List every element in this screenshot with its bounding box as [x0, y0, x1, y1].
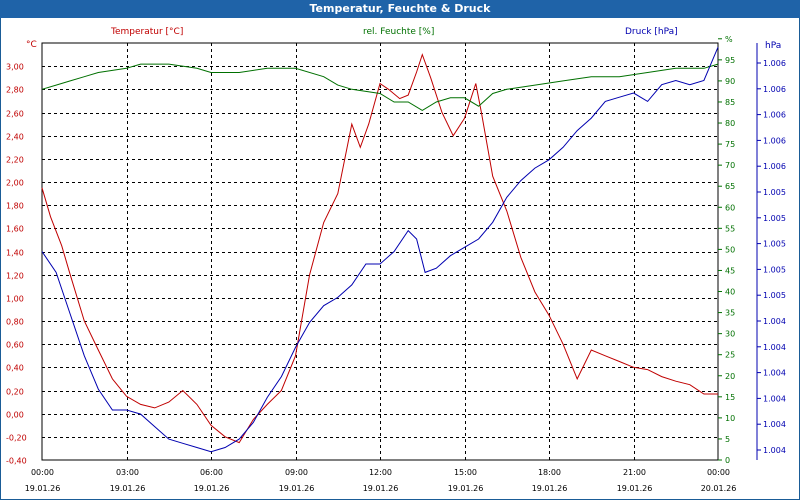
x-tick-time: 00:00: [31, 468, 54, 477]
temp-tick-label: 2,40: [6, 133, 24, 142]
humidity-tick-label: 5: [725, 435, 730, 444]
temp-tick-label: 2,00: [6, 179, 24, 188]
x-tick-date: 19.01.26: [363, 484, 399, 493]
pressure-tick-label: 1.006: [763, 59, 786, 68]
pressure-tick-label: 1.005: [763, 188, 786, 197]
humidity-tick-label: 95: [725, 56, 735, 65]
x-tick-time: 06:00: [200, 468, 223, 477]
temp-tick-label: -0,20: [6, 434, 27, 443]
x-tick-date: 19.01.26: [532, 484, 568, 493]
x-tick-time: 18:00: [538, 468, 561, 477]
x-tick-date: 19.01.26: [448, 484, 484, 493]
humidity-tick-label: 0: [725, 456, 730, 465]
humidity-tick-label: 90: [725, 77, 735, 86]
pressure-tick-label: 1.006: [763, 136, 786, 145]
temp-tick-label: 0,60: [6, 341, 24, 350]
humidity-tick-label: 65: [725, 182, 735, 191]
chart-title: Temperatur, Feuchte & Druck: [0, 0, 800, 18]
temp-tick-label: 0,40: [6, 364, 24, 373]
x-tick-date: 20.01.26: [701, 484, 737, 493]
humidity-tick-label: 75: [725, 140, 735, 149]
temp-unit-label: °C: [26, 40, 37, 50]
humidity-tick-label: 25: [725, 351, 735, 360]
humidity-tick-label: %: [725, 35, 733, 44]
pressure-tick-label: 1.006: [763, 85, 786, 94]
x-tick-time: 12:00: [369, 468, 392, 477]
temp-tick-label: 1,40: [6, 249, 24, 258]
pressure-tick-label: 1.005: [763, 240, 786, 249]
legend-humidity: rel. Feuchte [%]: [363, 27, 434, 37]
pressure-tick-label: 1.004: [763, 343, 786, 352]
temp-tick-label: 1,20: [6, 272, 24, 281]
temp-tick-label: 2,20: [6, 156, 24, 165]
humidity-tick-label: 85: [725, 98, 735, 107]
x-tick-date: 19.01.26: [25, 484, 61, 493]
pressure-tick-label: 1.004: [763, 317, 786, 326]
x-tick-date: 19.01.26: [194, 484, 230, 493]
temp-tick-label: 1,80: [6, 202, 24, 211]
temp-tick-label: 3,00: [6, 63, 24, 72]
legend-pressure: Druck [hPa]: [625, 27, 678, 37]
humidity-tick-label: 80: [725, 119, 735, 128]
pressure-tick-label: 1.005: [763, 265, 786, 274]
x-tick-time: 09:00: [285, 468, 308, 477]
pressure-tick-label: 1.006: [763, 111, 786, 120]
x-tick-date: 19.01.26: [110, 484, 146, 493]
pressure-unit-label: hPa: [765, 41, 781, 51]
x-tick-time: 21:00: [623, 468, 646, 477]
x-tick-date: 19.01.26: [617, 484, 653, 493]
pressure-tick-label: 1.004: [763, 369, 786, 378]
humidity-tick-label: 45: [725, 266, 735, 275]
temp-tick-label: 2,80: [6, 86, 24, 95]
temp-tick-label: -0,40: [6, 457, 27, 466]
temp-tick-label: 1,00: [6, 295, 24, 304]
humidity-tick-label: 10: [725, 414, 735, 423]
legend-temperature: Temperatur [°C]: [110, 27, 183, 37]
temp-tick-label: 0,00: [6, 411, 24, 420]
humidity-tick-label: 30: [725, 330, 735, 339]
series-pressure-line: [41, 47, 719, 453]
humidity-tick-label: 50: [725, 245, 735, 254]
series-humidity-line: [41, 63, 719, 111]
series-temperature-line: [41, 53, 718, 444]
x-tick-time: 03:00: [116, 468, 139, 477]
temp-tick-label: 0,20: [6, 388, 24, 397]
pressure-tick-label: 1.004: [763, 394, 786, 403]
humidity-tick-label: 60: [725, 203, 735, 212]
humidity-tick-label: 35: [725, 309, 735, 318]
temp-tick-label: 0,80: [6, 318, 24, 327]
humidity-tick-label: 40: [725, 288, 735, 297]
pressure-tick-label: 1.005: [763, 214, 786, 223]
x-tick-time: 15:00: [454, 468, 477, 477]
humidity-tick-label: 55: [725, 224, 735, 233]
x-tick-date: 19.01.26: [279, 484, 315, 493]
pressure-tick-label: 1.004: [763, 446, 786, 455]
humidity-tick-label: 15: [725, 393, 735, 402]
x-tick-time: 00:00: [707, 468, 730, 477]
pressure-tick-label: 1.006: [763, 162, 786, 171]
temp-tick-label: 1,60: [6, 225, 24, 234]
humidity-tick-label: 70: [725, 161, 735, 170]
pressure-tick-label: 1.005: [763, 291, 786, 300]
humidity-tick-label: 20: [725, 372, 735, 381]
pressure-tick-label: 1.004: [763, 420, 786, 429]
temp-tick-label: 2,60: [6, 110, 24, 119]
